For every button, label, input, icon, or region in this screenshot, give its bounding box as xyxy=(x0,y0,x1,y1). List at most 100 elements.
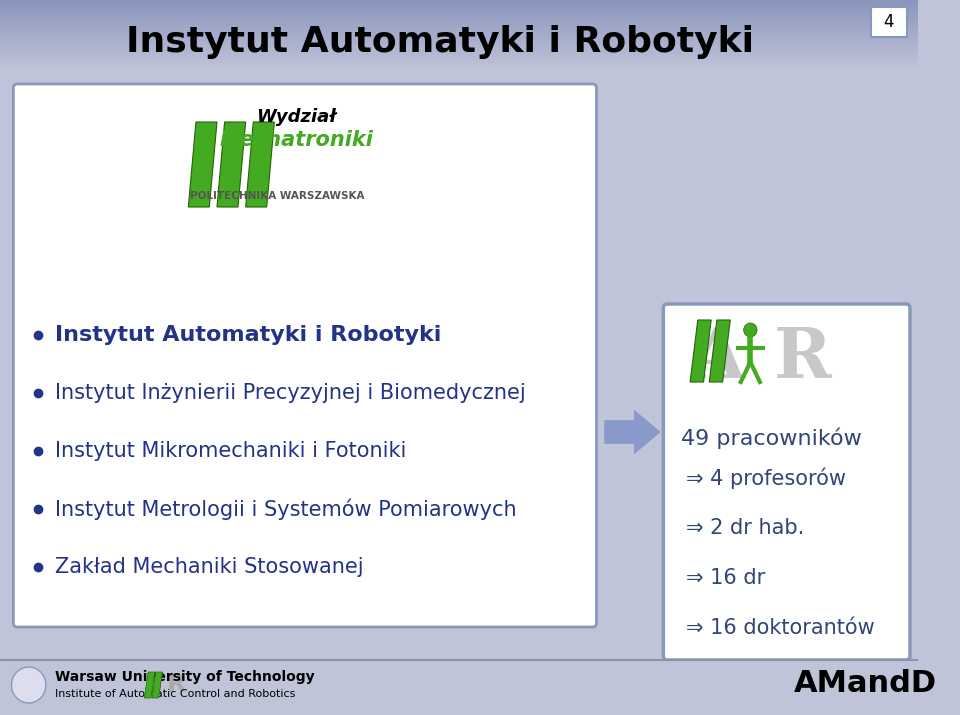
Text: AMandD: AMandD xyxy=(793,669,937,699)
Bar xyxy=(0,30,918,31)
Bar xyxy=(0,34,918,35)
Text: Wydział: Wydział xyxy=(256,108,336,126)
Circle shape xyxy=(744,323,757,337)
Text: Warsaw University of Technology: Warsaw University of Technology xyxy=(56,670,315,684)
FancyArrowPatch shape xyxy=(605,411,660,453)
Polygon shape xyxy=(152,672,162,698)
Bar xyxy=(0,23,918,24)
Bar xyxy=(0,16,918,17)
Text: ⇒ 16 doktorantów: ⇒ 16 doktorantów xyxy=(686,618,876,638)
Text: Instytut Mikromechaniki i Fotoniki: Instytut Mikromechaniki i Fotoniki xyxy=(56,441,407,461)
Bar xyxy=(0,55,918,56)
Bar xyxy=(0,26,918,27)
Bar xyxy=(0,50,918,51)
Bar xyxy=(0,5,918,6)
Bar xyxy=(0,12,918,13)
Bar xyxy=(0,660,918,715)
Polygon shape xyxy=(188,122,217,207)
Bar xyxy=(0,47,918,48)
Polygon shape xyxy=(690,320,711,382)
Bar xyxy=(0,37,918,38)
Bar xyxy=(0,39,918,40)
Bar xyxy=(0,49,918,50)
Bar xyxy=(0,56,918,57)
Text: Mechatroniki: Mechatroniki xyxy=(220,130,373,150)
Bar xyxy=(0,62,918,63)
Bar xyxy=(0,4,918,5)
Bar xyxy=(0,0,918,1)
Bar xyxy=(0,25,918,26)
Polygon shape xyxy=(246,122,275,207)
Bar xyxy=(0,35,918,36)
Bar xyxy=(0,41,918,42)
Bar xyxy=(0,60,918,61)
FancyBboxPatch shape xyxy=(663,304,910,660)
Polygon shape xyxy=(709,320,731,382)
Polygon shape xyxy=(217,122,246,207)
Bar xyxy=(0,22,918,23)
Bar xyxy=(0,29,918,30)
Bar xyxy=(0,11,918,12)
Bar xyxy=(0,33,918,34)
Bar xyxy=(0,20,918,21)
Bar xyxy=(0,44,918,45)
Bar xyxy=(0,46,918,47)
Text: Instytut Inżynierii Precyzyjnej i Biomedycznej: Instytut Inżynierii Precyzyjnej i Biomed… xyxy=(56,383,526,403)
Bar xyxy=(0,19,918,20)
Bar xyxy=(0,64,918,65)
Bar xyxy=(0,1,918,2)
Text: Instytut Automatyki i Robotyki: Instytut Automatyki i Robotyki xyxy=(56,325,442,345)
Bar xyxy=(0,43,918,44)
Bar xyxy=(0,53,918,54)
Bar xyxy=(0,69,918,70)
Bar xyxy=(0,32,918,33)
Bar xyxy=(0,7,918,8)
Bar xyxy=(0,31,918,32)
Bar xyxy=(0,9,918,10)
FancyBboxPatch shape xyxy=(871,7,907,37)
Bar xyxy=(0,2,918,3)
Bar xyxy=(0,21,918,22)
Bar xyxy=(0,57,918,58)
FancyBboxPatch shape xyxy=(13,84,596,627)
Bar xyxy=(0,52,918,53)
Bar xyxy=(0,59,918,60)
Bar xyxy=(0,67,918,68)
Text: R: R xyxy=(775,325,832,392)
Text: Institute of Automatic Control and Robotics: Institute of Automatic Control and Robot… xyxy=(56,689,296,699)
Bar xyxy=(0,28,918,29)
Bar xyxy=(0,10,918,11)
Bar xyxy=(0,18,918,19)
Bar xyxy=(0,42,918,43)
Text: R: R xyxy=(166,673,185,697)
Text: Zakład Mechaniki Stosowanej: Zakład Mechaniki Stosowanej xyxy=(56,557,364,577)
Bar xyxy=(0,61,918,62)
Polygon shape xyxy=(144,672,155,698)
Text: 4: 4 xyxy=(884,13,894,31)
Bar xyxy=(0,66,918,67)
Bar xyxy=(0,48,918,49)
Bar xyxy=(0,6,918,7)
Bar xyxy=(0,24,918,25)
Text: Instytut Metrologii i Systemów Pomiarowych: Instytut Metrologii i Systemów Pomiarowy… xyxy=(56,498,517,520)
Text: Instytut Automatyki i Robotyki: Instytut Automatyki i Robotyki xyxy=(126,25,754,59)
Bar xyxy=(0,68,918,69)
Text: ⇒ 16 dr: ⇒ 16 dr xyxy=(686,568,765,588)
Bar xyxy=(0,51,918,52)
Bar xyxy=(0,27,918,28)
Text: A: A xyxy=(690,325,744,392)
Bar xyxy=(0,36,918,37)
Bar xyxy=(0,45,918,46)
Bar xyxy=(0,14,918,15)
Bar xyxy=(0,58,918,59)
Bar xyxy=(0,38,918,39)
Bar xyxy=(0,15,918,16)
Bar xyxy=(0,63,918,64)
Text: ⇒ 2 dr hab.: ⇒ 2 dr hab. xyxy=(686,518,804,538)
Text: 49 pracowników: 49 pracowników xyxy=(681,428,861,449)
Bar xyxy=(0,3,918,4)
Text: ⇒ 4 profesorów: ⇒ 4 profesorów xyxy=(686,467,847,489)
Bar xyxy=(0,8,918,9)
Bar xyxy=(0,17,918,18)
Text: POLITECHNIKA WARSZAWSKA: POLITECHNIKA WARSZAWSKA xyxy=(190,191,365,201)
